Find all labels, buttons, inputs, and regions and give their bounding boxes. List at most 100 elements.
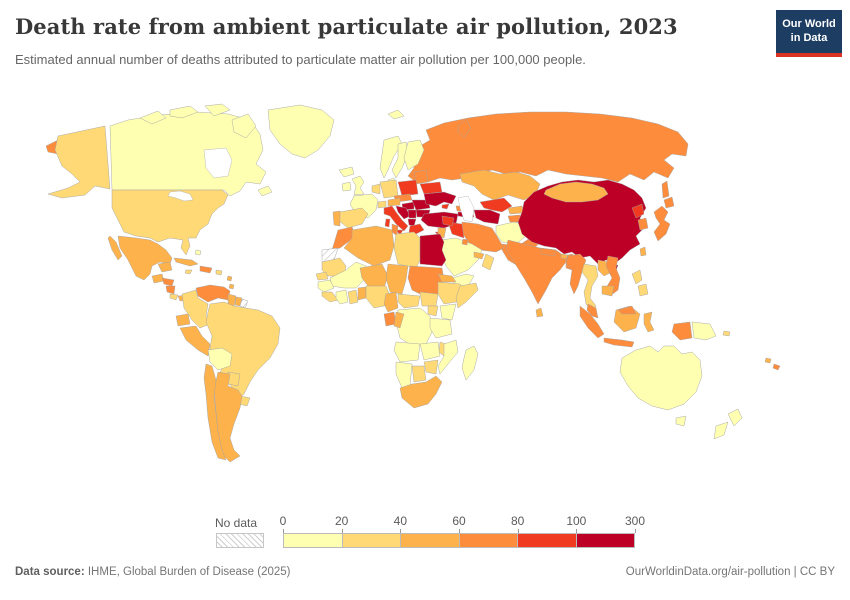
country-solomon-islands[interactable] [722,330,731,337]
country-canada-newfoundland[interactable] [257,185,273,197]
country-lesser-antilles[interactable] [226,275,235,290]
country-tasmania[interactable] [675,415,687,427]
country-poland[interactable] [397,179,419,197]
country-philippines-mindanao[interactable] [637,283,649,297]
country-bhutan[interactable] [560,253,569,260]
country-indonesia-java[interactable] [603,337,635,348]
country-chad[interactable] [385,263,409,295]
country-libya[interactable] [393,231,421,269]
country-uganda[interactable] [427,305,439,317]
country-alaska[interactable] [47,125,111,199]
country-kazakhstan[interactable] [459,169,541,201]
legend-bin[interactable] [459,533,518,548]
country-ireland[interactable] [341,181,352,192]
legend-bin[interactable] [342,533,401,548]
country-united-kingdom[interactable] [351,175,365,196]
country-canada-baffin[interactable] [231,113,257,139]
country-sri-lanka[interactable] [535,307,544,318]
country-new-zealand-north[interactable] [727,408,743,427]
country-spain[interactable] [337,207,369,229]
country-nicaragua[interactable] [165,285,176,295]
country-nigeria[interactable] [365,285,391,309]
country-canada-arctic-3[interactable] [204,103,231,117]
country-jamaica[interactable] [184,269,193,275]
country-croatia-bosnia[interactable] [395,205,411,220]
country-italy-sardinia[interactable] [384,218,391,228]
country-new-caledonia[interactable] [772,363,781,371]
country-new-zealand-south[interactable] [713,421,729,440]
country-papua-new-guinea[interactable] [691,321,717,341]
country-south-korea[interactable] [637,217,649,231]
country-central-african-republic[interactable] [397,293,421,309]
country-italy[interactable] [383,205,409,232]
country-somalia[interactable] [455,282,479,309]
country-russia-novaya-zemlya[interactable] [457,118,472,138]
country-usa[interactable] [111,189,229,256]
country-venezuela[interactable] [195,284,231,303]
country-cambodia[interactable] [601,285,615,297]
country-canada-arctic-1[interactable] [139,110,167,125]
country-benelux[interactable] [371,183,381,195]
country-malaysia-peninsula[interactable] [586,303,599,319]
country-mongolia[interactable] [543,181,609,203]
country-ivory-coast[interactable] [335,289,349,305]
country-north-korea[interactable] [631,203,645,219]
country-russia-sakhalin[interactable] [661,180,670,199]
country-egypt[interactable] [419,233,447,267]
legend-bin[interactable] [518,533,577,548]
country-mozambique[interactable] [437,339,459,375]
country-bolivia[interactable] [207,347,233,371]
country-switzerland[interactable] [377,200,387,209]
country-china[interactable] [517,179,647,265]
country-mexico-yucatan[interactable] [157,261,173,273]
country-indonesia-papua[interactable] [671,321,693,341]
country-canada-arctic-2[interactable] [169,105,199,119]
country-taiwan[interactable] [639,246,647,257]
country-namibia[interactable] [395,361,413,389]
country-ecuador[interactable] [175,313,191,327]
country-sweden[interactable] [391,141,409,179]
country-oman[interactable] [481,253,495,271]
country-russia[interactable] [407,111,689,183]
legend-color-bar[interactable] [283,533,635,548]
country-australia[interactable] [619,345,703,411]
country-turkmenistan[interactable] [473,209,501,225]
country-portugal[interactable] [332,210,341,227]
country-uzbekistan[interactable] [479,197,513,213]
country-costa-rica[interactable] [169,293,179,301]
country-svalbard[interactable] [387,109,405,120]
footer-link[interactable]: OurWorldinData.org/air-pollution | CC BY [625,566,835,578]
country-south-sudan[interactable] [419,291,439,307]
country-finland[interactable] [403,139,425,171]
country-guinea[interactable] [317,279,335,293]
country-senegal[interactable] [315,271,329,281]
country-myanmar[interactable] [565,253,587,295]
country-zambia[interactable] [419,341,441,361]
country-indonesia-sulawesi[interactable] [643,311,655,333]
country-ukraine[interactable] [423,191,457,207]
country-philippines-luzon[interactable] [631,269,643,285]
country-japan-hokkaido[interactable] [663,196,675,209]
legend-bin[interactable] [401,533,460,548]
country-nepal[interactable] [539,247,557,257]
country-puerto-rico[interactable] [215,269,223,276]
country-hispaniola[interactable] [199,265,213,274]
country-ghana[interactable] [347,289,359,305]
country-togo-benin[interactable] [357,286,367,301]
country-algeria[interactable] [343,225,395,267]
country-eritrea-djibouti[interactable] [437,273,457,283]
country-fiji[interactable] [764,357,772,364]
country-niger[interactable] [359,263,389,289]
country-qatar-uae[interactable] [473,251,485,260]
country-south-africa[interactable] [399,375,443,409]
country-iceland[interactable] [338,166,355,178]
country-greenland[interactable] [267,104,335,159]
country-japan-honshu[interactable] [653,205,671,242]
country-indonesia-sumatra[interactable] [579,305,605,339]
country-austria[interactable] [387,197,401,207]
country-botswana[interactable] [411,365,427,383]
country-honduras[interactable] [161,277,175,287]
country-kenya[interactable] [439,303,457,321]
country-germany[interactable] [379,179,399,199]
country-cuba[interactable] [173,257,199,267]
